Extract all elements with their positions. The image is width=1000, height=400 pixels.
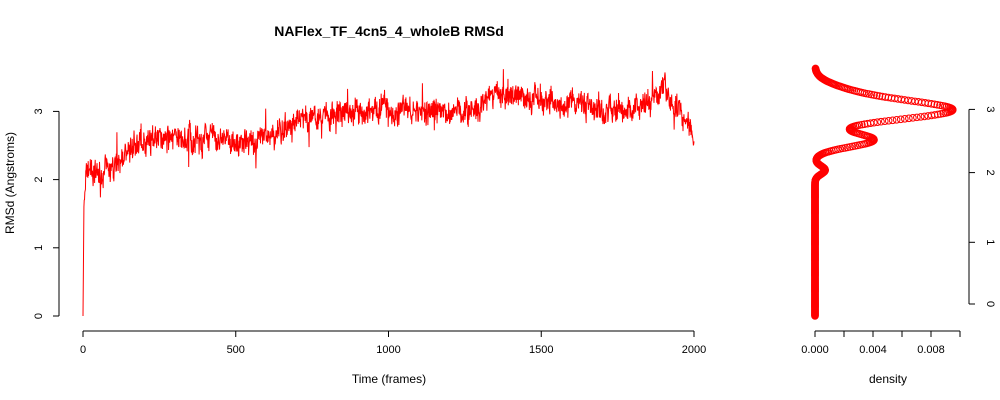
density-x-axis-label: density (869, 372, 907, 386)
time-series-plot: 0 500 1000 1500 2000 0 1 2 3 Time (frames) RMSd… (3, 69, 706, 386)
density-point (872, 91, 881, 100)
density-points (811, 64, 957, 320)
x-axis: 0 500 1000 1500 2000 (80, 330, 706, 356)
density-point (811, 64, 820, 73)
density-point (896, 115, 905, 124)
rmsd-series-line (82, 69, 695, 317)
density-y-tick-label: 2 (984, 170, 996, 176)
y-tick-label: 0 (33, 313, 45, 319)
density-point (892, 115, 901, 124)
density-point (931, 111, 939, 119)
density-y-tick-label: 1 (984, 239, 996, 245)
density-point (934, 110, 942, 119)
y-axis-label: RMSd (Angstroms) (3, 132, 17, 234)
density-plot: 0.000 0.004 0.008 0 1 2 3 density (801, 64, 996, 386)
density-point (878, 92, 887, 101)
density-point (933, 100, 942, 109)
density-point (877, 117, 885, 126)
density-x-axis: 0.000 0.004 0.008 (801, 330, 961, 356)
density-x-tick-label: 0.004 (859, 344, 887, 356)
density-point (901, 115, 909, 123)
rmsd-line (82, 69, 695, 317)
density-y-tick-label: 3 (984, 106, 996, 112)
density-x-tick-label: 0.008 (917, 344, 945, 356)
density-point (884, 116, 893, 125)
density-point (870, 91, 878, 99)
density-point (870, 118, 878, 127)
density-y-axis: 0 1 2 3 (968, 106, 996, 307)
density-point (858, 120, 866, 129)
density-point (905, 114, 913, 123)
density-point (873, 118, 882, 127)
density-point (881, 93, 890, 101)
x-tick-label: 1000 (376, 344, 400, 356)
density-point (920, 112, 929, 121)
y-tick-label: 3 (33, 108, 45, 114)
density-point (880, 117, 889, 126)
x-tick-label: 0 (80, 344, 86, 356)
density-x-tick-label: 0.000 (801, 344, 829, 356)
density-point (888, 116, 897, 125)
x-tick-label: 2000 (682, 344, 706, 356)
y-tick-label: 1 (33, 245, 45, 251)
x-tick-label: 500 (227, 344, 245, 356)
chart-title: NAFlex_TF_4cn5_4_wholeB RMSd (274, 23, 504, 39)
density-point (916, 113, 925, 121)
x-axis-label: Time (frames) (352, 372, 426, 386)
density-point (936, 101, 944, 110)
density-point (875, 92, 884, 100)
density-y-tick-label: 0 (984, 301, 996, 307)
y-axis: 0 1 2 3 (33, 108, 60, 319)
density-point (913, 113, 921, 122)
y-tick-label: 2 (33, 177, 45, 183)
density-point (909, 114, 917, 122)
x-tick-label: 1500 (529, 344, 553, 356)
